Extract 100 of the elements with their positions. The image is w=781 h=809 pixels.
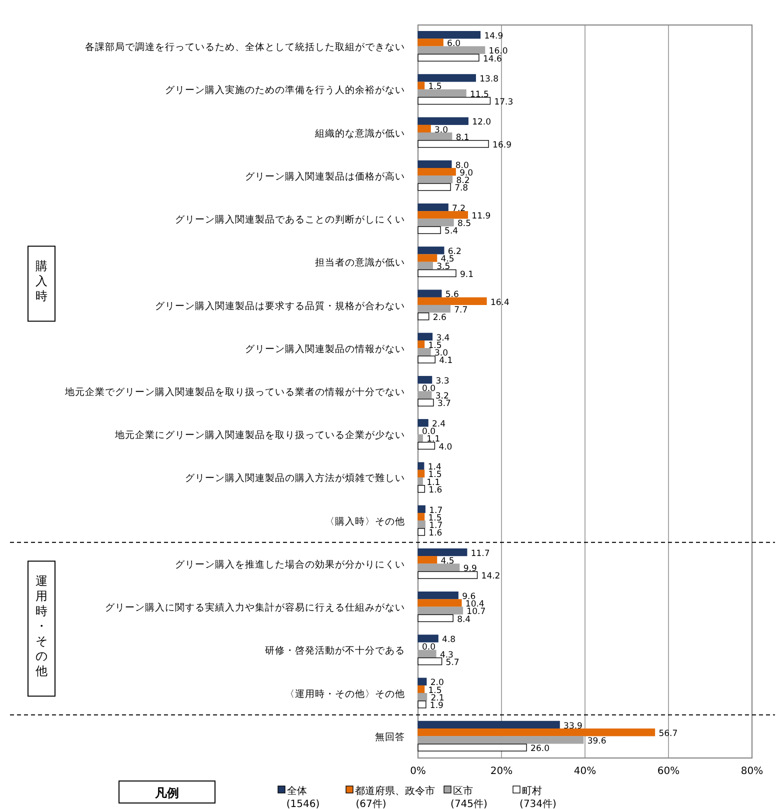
data-label: 14.9: [484, 31, 504, 42]
bar: [418, 700, 426, 708]
bar: [418, 203, 448, 212]
bar: [418, 548, 468, 556]
data-label: 12.0: [472, 118, 492, 128]
data-label: 1.6: [428, 528, 442, 539]
bar: [418, 117, 468, 125]
bar: [418, 246, 444, 254]
bar: [418, 262, 433, 270]
bar: [418, 160, 452, 168]
bar: [418, 484, 426, 493]
bar: [418, 226, 441, 234]
y-tick-label: グリーン購入に関する実績入力や集計が容易に行える仕組みがない: [105, 602, 405, 614]
bar: [418, 269, 456, 278]
data-label: 13.8: [480, 74, 499, 85]
data-label: 5.4: [444, 226, 458, 237]
bar: [418, 376, 432, 384]
data-label: 14.2: [481, 572, 500, 582]
bar: [418, 340, 425, 348]
data-label: 5.6: [445, 290, 459, 300]
data-label: 11.9: [472, 212, 491, 222]
data-label: 4.1: [439, 356, 453, 366]
data-label: 3.0: [434, 125, 448, 136]
bar: [418, 528, 426, 536]
bar: [418, 168, 456, 176]
bar: [418, 304, 450, 313]
legend-label: 町村 (734件): [520, 785, 557, 809]
bar: [418, 176, 453, 184]
bar: [418, 398, 434, 406]
legend-label: 都道府県、政令市 (67件): [355, 785, 435, 809]
data-label: 26.0: [530, 744, 550, 754]
bar: [418, 290, 442, 298]
data-label: 8.5: [457, 219, 472, 230]
y-tick-label: 無回答: [375, 730, 405, 743]
bar: [418, 46, 486, 54]
data-label: 3.3: [436, 376, 450, 386]
data-label: 8.4: [457, 614, 471, 625]
data-label: 39.6: [587, 736, 606, 747]
data-label: 33.9: [564, 721, 582, 732]
bar: [418, 31, 481, 39]
data-label: 4.5: [440, 556, 454, 566]
bar: [418, 599, 462, 607]
data-label: 16.4: [490, 298, 510, 308]
data-label: 6.0: [447, 39, 461, 50]
data-label: 5.7: [446, 658, 460, 668]
data-label: 4.0: [438, 442, 452, 452]
bar: [418, 470, 425, 478]
x-tick-label: 0%: [410, 766, 426, 777]
y-tick-label: グリーン購入実施のための準備を行う人的余裕がない: [165, 84, 405, 96]
y-tick-label: グリーン購入関連製品は価格が高い: [245, 170, 405, 182]
data-label: 9.1: [460, 270, 474, 280]
y-tick-label: 〈運用時・その他〉その他: [285, 688, 405, 700]
bar: [418, 442, 436, 450]
data-label: 0.0: [422, 384, 436, 394]
y-tick-label: グリーン購入関連製品は要求する品質・規格が合わない: [155, 300, 405, 312]
data-label: 3.7: [437, 399, 451, 410]
data-label: 1.1: [426, 434, 440, 445]
data-label: 56.7: [658, 728, 678, 739]
bar: [418, 650, 436, 658]
data-label: 0.0: [422, 642, 436, 653]
data-label: 7.7: [454, 305, 468, 316]
bar: [418, 685, 425, 694]
data-label: 7.2: [452, 204, 466, 214]
bar: [418, 728, 656, 736]
data-label: 16.9: [492, 140, 512, 150]
legend-label: 区市 (745件): [450, 785, 488, 809]
data-label: 11.7: [470, 548, 490, 559]
bar: [418, 124, 431, 133]
y-tick-label: グリーン購入関連製品の購入方法が煩雑で難しい: [185, 472, 405, 484]
x-tick-label: 40%: [574, 766, 596, 777]
x-tick-label: 20%: [490, 766, 513, 777]
y-tick-label: グリーン購入関連製品の情報がない: [245, 342, 405, 355]
data-label: 4.8: [442, 635, 456, 646]
data-label: 1.9: [430, 701, 444, 712]
y-tick-label: 地元企業にグリーン購入関連製品を取り扱っている企業が少ない: [114, 429, 405, 442]
y-tick-label: 担当者の意識が低い: [315, 256, 405, 269]
bar: [418, 332, 433, 341]
bar: [418, 505, 426, 514]
y-tick-label: グリーン購入を推進した場合の効果が分かりにくい: [175, 558, 405, 570]
bar: [418, 720, 560, 729]
y-tick-label: 各課部局で調達を行っているため、全体として統括した取組ができない: [85, 41, 405, 54]
y-tick-label: グリーン購入関連製品であることの判断がしにくい: [175, 214, 405, 226]
bar: [418, 54, 480, 62]
bar: [418, 477, 423, 486]
bar: [418, 254, 438, 262]
bar: [418, 391, 432, 399]
bar: [418, 678, 427, 686]
x-tick-label: 60%: [657, 766, 680, 777]
y-tick-label: 組織的な意識が低い: [314, 127, 405, 140]
y-tick-label: 研修・啓発活動が不十分である: [265, 644, 405, 657]
text: 運用時・その他: [36, 574, 48, 678]
data-label: 1.5: [428, 82, 442, 92]
bar: [418, 571, 478, 579]
bar: [418, 744, 527, 752]
bar: [418, 312, 430, 320]
bar: [418, 556, 438, 564]
bar: [418, 96, 491, 105]
bar: [418, 74, 476, 82]
bar: [418, 348, 431, 356]
x-tick-label: 80%: [740, 766, 764, 777]
